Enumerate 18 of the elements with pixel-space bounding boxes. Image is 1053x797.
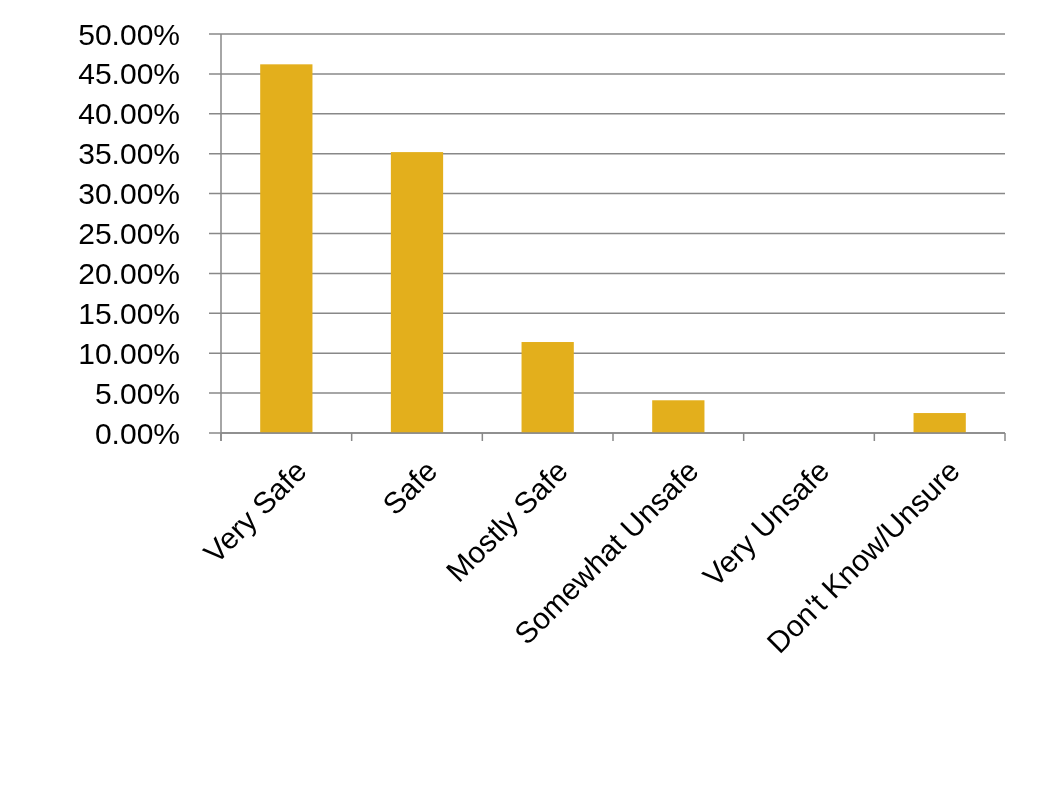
y-tick-label: 40.00% — [78, 97, 180, 131]
bar — [390, 152, 444, 433]
y-tick-label: 30.00% — [78, 177, 180, 211]
y-tick-label: 20.00% — [78, 256, 180, 290]
bar — [913, 413, 966, 433]
y-tick-label: 15.00% — [78, 296, 180, 330]
y-tick-label: 35.00% — [78, 137, 180, 171]
y-tick-label: 45.00% — [78, 57, 180, 91]
x-tick-label: Very Safe — [197, 453, 313, 570]
bar — [521, 342, 574, 433]
bar — [652, 400, 705, 433]
y-tick-label: 50.00% — [78, 17, 180, 51]
y-tick-label: 25.00% — [78, 217, 180, 250]
bar — [260, 64, 313, 433]
y-tick-label: 5.00% — [94, 376, 180, 410]
x-tick-label: Safe — [376, 453, 444, 521]
y-tick-label: 0.00% — [94, 416, 180, 450]
y-tick-label: 10.00% — [78, 336, 180, 370]
